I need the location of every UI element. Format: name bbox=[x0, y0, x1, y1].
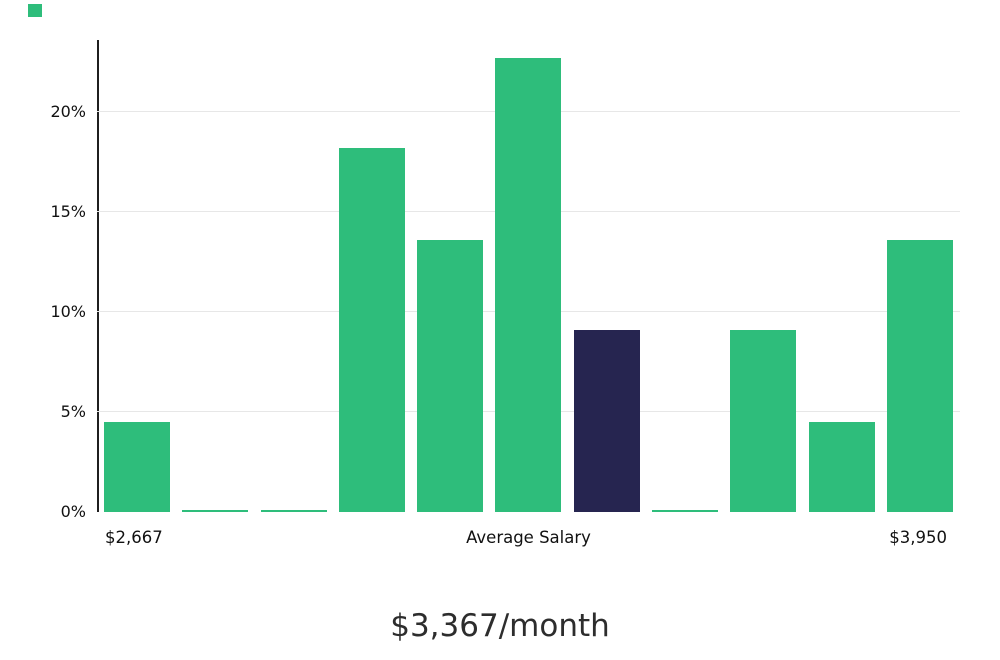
y-tick-label: 15% bbox=[50, 202, 86, 221]
y-axis-ticks: 20% 15% 10% 5% 0% bbox=[0, 40, 86, 521]
plot-area bbox=[97, 40, 960, 512]
bar bbox=[886, 240, 953, 512]
bar bbox=[104, 422, 170, 512]
green-swatch bbox=[28, 4, 42, 17]
x-label-max-salary: $3,950 bbox=[889, 528, 947, 547]
y-tick-label: 10% bbox=[50, 302, 86, 321]
y-axis-line bbox=[97, 40, 99, 512]
bar bbox=[182, 510, 249, 512]
bar bbox=[338, 148, 405, 512]
bar bbox=[652, 510, 719, 512]
bar bbox=[808, 422, 875, 512]
y-tick-label: 20% bbox=[50, 102, 86, 121]
bar-highlight-average bbox=[573, 330, 640, 512]
x-label-min-salary: $2,667 bbox=[105, 528, 163, 547]
x-axis-labels: $2,667 Average Salary $3,950 bbox=[97, 528, 960, 554]
y-tick-label: 5% bbox=[60, 402, 86, 421]
y-tick-label: 0% bbox=[60, 502, 86, 521]
x-label-average-salary: Average Salary bbox=[466, 528, 591, 547]
bar bbox=[495, 58, 562, 512]
average-salary-caption: $3,367/month bbox=[390, 608, 610, 644]
bar bbox=[417, 240, 484, 512]
bar bbox=[730, 330, 797, 512]
bar bbox=[260, 510, 327, 512]
bars bbox=[97, 40, 960, 512]
